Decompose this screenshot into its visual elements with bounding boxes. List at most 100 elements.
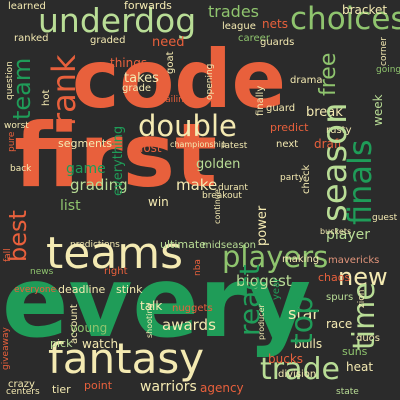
word-durant: durant [218,183,248,193]
word-forwards: forwards [124,0,172,12]
word-new: new [338,263,388,291]
word-worst: worst [4,121,29,131]
word-state: state [336,387,359,397]
word-agency: agency [200,381,244,395]
word-nets: nets [262,17,288,31]
word-bulls: bulls [294,337,323,351]
word-golden: golden [196,157,241,172]
word-code: code [72,33,286,126]
word-rusty: rusty [326,125,352,136]
word-watch: watch [82,337,119,351]
word-shooting: shooting [145,303,154,338]
word-mavericks: mavericks [328,255,380,266]
word-rank: rank [45,54,83,126]
word-stink: stink [116,283,143,296]
word-guards: guards [260,37,295,48]
word-giveaway: giveaway [1,327,11,370]
word-graded: graded [90,35,126,46]
word-make: make [176,176,218,194]
word-going: going [376,65,400,75]
word-opening: opening [205,63,215,100]
word-latest: latest [222,141,248,151]
word-race: race [326,317,353,331]
word-week: week [371,94,385,126]
word-need: need [152,35,185,50]
word-making: making [282,254,320,265]
word-everyone: everyone [14,285,57,295]
word-drama: drama [290,75,323,86]
word-crazy: crazy [8,379,35,390]
word-learned: learned [8,1,46,12]
word-finals: finals [341,139,379,225]
word-double: double [138,109,237,143]
word-time: choices [290,1,400,37]
word-predict: predict [270,121,309,134]
word-zion: zion [357,289,367,308]
word-guard: guard [266,103,296,114]
word-star: star [288,304,319,323]
word-trades: trades [208,2,259,21]
word-players: players [222,240,329,274]
word-right: right [104,266,128,277]
word-grade: grade [122,83,152,94]
word-predictions: predictions [70,240,120,250]
word-young: young [70,321,108,335]
word-bucks: bucks [268,352,304,366]
word-buckets: buckets [320,227,352,236]
word-win: win [148,195,169,209]
word-breakout: breakout [202,191,242,201]
word-fantasy: fantasy [48,334,205,383]
word-talk: talk [140,299,163,313]
word-account: account [69,304,80,344]
word-trade-large: trade [260,352,340,387]
word-championship: championship [170,140,226,149]
word-year: year [271,277,282,300]
word-corner: corner [379,37,389,66]
word-nuggets: nuggets [172,303,213,314]
word-every: every [2,246,312,360]
word-list: list [60,198,81,214]
word-continue: continue [213,189,222,224]
word-fall: fall [3,248,13,262]
word-next: next [276,139,299,150]
word-awards: awards [162,316,216,334]
word-draft: draft [314,137,343,151]
word-division: division [278,369,317,380]
word-career: career [238,33,270,44]
word-teams: teams [46,228,184,279]
word-pure: pure [7,131,17,152]
word-point: point [84,379,113,392]
word-pick: pick [50,337,73,350]
word-back: back [10,164,32,174]
word-bracket: bracket [342,3,388,17]
word-game: game [66,161,106,177]
word-free: free [316,52,341,96]
word-biggest: biggest [236,272,292,290]
word-chaos: chaos [318,271,351,284]
word-top: top [285,295,320,345]
word-goat: goat [165,51,176,74]
word-underdog: underdog [38,1,197,40]
word-tier: tier [52,383,71,396]
word-league: league [222,21,256,32]
word-spurs: spurs [326,292,354,303]
word-nba: nba [193,259,203,276]
word-break: break [306,105,343,120]
word-suns: suns [342,345,368,358]
word-centers: centers [6,387,40,397]
word-failing: failing [162,95,190,105]
word-producer: producer [257,304,266,340]
word-first: first [14,104,218,207]
word-lost-left: lost [140,141,162,155]
word-hot: hot [41,89,52,106]
word-question: question [5,61,15,100]
word-guest: guest [372,213,398,223]
word-player: player [326,227,371,243]
word-duos: duos [356,333,381,344]
word-grading: grading [70,176,128,194]
word-midseason: midseason [202,240,257,251]
word-takes: takes [124,71,159,86]
word-party: party [280,173,304,183]
word-news: news [30,267,54,277]
